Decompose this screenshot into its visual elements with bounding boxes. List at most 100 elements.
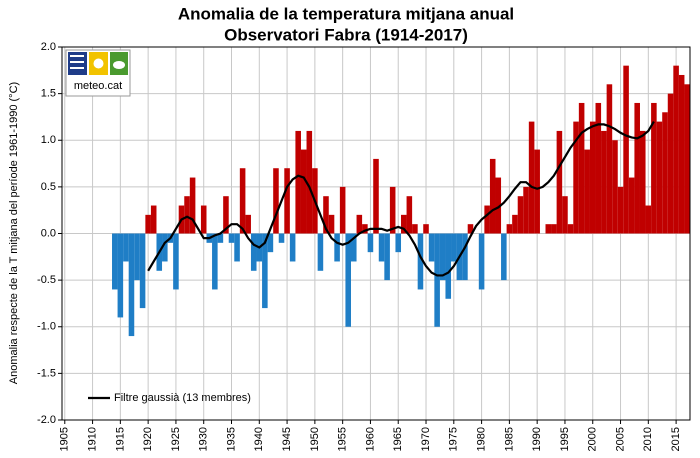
bar xyxy=(417,233,424,290)
bar xyxy=(517,196,524,234)
bar xyxy=(639,130,646,234)
chart-title: Anomalia de la temperatura mitjana anual xyxy=(178,4,514,23)
bar xyxy=(356,214,363,234)
bar xyxy=(562,196,568,234)
bar xyxy=(478,233,485,290)
plot-frame xyxy=(61,46,691,421)
bar xyxy=(134,233,140,281)
bar xyxy=(445,233,452,299)
y-tick-label: -1.5 xyxy=(37,367,56,379)
x-tick-label: 1935 xyxy=(225,427,237,451)
bar xyxy=(212,233,218,290)
x-tick-label: 1960 xyxy=(364,427,376,451)
bar xyxy=(684,84,690,234)
bar xyxy=(128,233,135,337)
bar xyxy=(495,177,502,234)
bar xyxy=(267,233,274,253)
bar xyxy=(601,130,607,234)
bar xyxy=(651,102,657,234)
bar xyxy=(395,233,402,253)
bar xyxy=(278,233,285,243)
x-tick-label: 1915 xyxy=(114,427,126,451)
bar xyxy=(373,158,379,234)
bar xyxy=(117,233,124,318)
bar xyxy=(367,233,374,253)
bar xyxy=(323,196,329,234)
bar xyxy=(273,168,279,234)
bar xyxy=(673,65,679,234)
bar xyxy=(262,233,268,309)
bar xyxy=(345,233,351,327)
bar xyxy=(295,130,301,234)
bar xyxy=(428,233,435,262)
bar xyxy=(595,102,602,234)
bar xyxy=(234,233,240,262)
y-tick-label: 0.5 xyxy=(41,181,56,193)
x-tick-label: 2000 xyxy=(587,427,599,451)
bar xyxy=(451,233,457,262)
legend-label: Filtre gaussià (13 membres) xyxy=(114,392,251,404)
x-tick-label: 1965 xyxy=(392,427,404,451)
x-tick-label: 2010 xyxy=(642,427,654,451)
bar xyxy=(606,84,613,234)
bar xyxy=(556,130,563,234)
x-tick-label: 1905 xyxy=(59,427,71,451)
bar xyxy=(200,205,207,234)
bar xyxy=(584,149,590,234)
x-tick-label: 1920 xyxy=(142,427,154,451)
x-tick-label: 1995 xyxy=(559,427,571,451)
bar xyxy=(239,168,246,234)
bar xyxy=(528,121,535,234)
x-tick-label: 1950 xyxy=(309,427,321,451)
y-tick-label: 2.0 xyxy=(41,41,56,53)
x-tick-label: 1945 xyxy=(281,427,293,451)
bar xyxy=(334,233,340,262)
x-tick-label: 1980 xyxy=(475,427,487,451)
bar xyxy=(223,196,229,234)
bar xyxy=(150,205,157,234)
bar xyxy=(289,233,296,262)
bar xyxy=(139,233,146,309)
bar xyxy=(384,233,390,281)
bar xyxy=(389,186,396,234)
x-tick-label: 1955 xyxy=(337,427,349,451)
y-axis-label: Anomalia respecte de la T mitjana del pe… xyxy=(8,82,20,384)
x-tick-label: 1990 xyxy=(531,427,543,451)
bar xyxy=(484,205,490,234)
bar xyxy=(551,224,557,234)
x-tick-label: 1975 xyxy=(448,427,460,451)
bar xyxy=(423,224,429,234)
bar xyxy=(501,233,507,281)
bar xyxy=(173,233,179,290)
x-tick-label: 1925 xyxy=(170,427,182,451)
x-tick-label: 2005 xyxy=(614,427,626,451)
bar xyxy=(217,233,224,243)
bar xyxy=(612,140,618,234)
x-tick-label: 1910 xyxy=(86,427,98,451)
bar xyxy=(512,214,518,234)
bar xyxy=(567,224,574,234)
bar xyxy=(350,233,357,262)
bar xyxy=(439,233,446,281)
bar xyxy=(145,214,151,234)
bar xyxy=(573,121,579,234)
x-tick-label: 1985 xyxy=(503,427,515,451)
logo-icon-sun xyxy=(93,58,104,69)
logo-text: meteo.cat xyxy=(74,80,122,92)
logo-icon-flag xyxy=(68,52,87,75)
bar xyxy=(189,177,196,234)
y-tick-label: -0.5 xyxy=(37,274,56,286)
bar xyxy=(662,112,668,234)
bar xyxy=(678,74,685,234)
bar xyxy=(534,149,540,234)
bar xyxy=(112,233,118,290)
bar xyxy=(578,102,585,234)
bar xyxy=(623,65,629,234)
bar xyxy=(467,224,474,234)
bar xyxy=(545,224,552,234)
bar xyxy=(406,196,413,234)
chart-title: Observatori Fabra (1914-2017) xyxy=(224,25,468,44)
bar xyxy=(489,158,496,234)
bar xyxy=(656,121,663,234)
